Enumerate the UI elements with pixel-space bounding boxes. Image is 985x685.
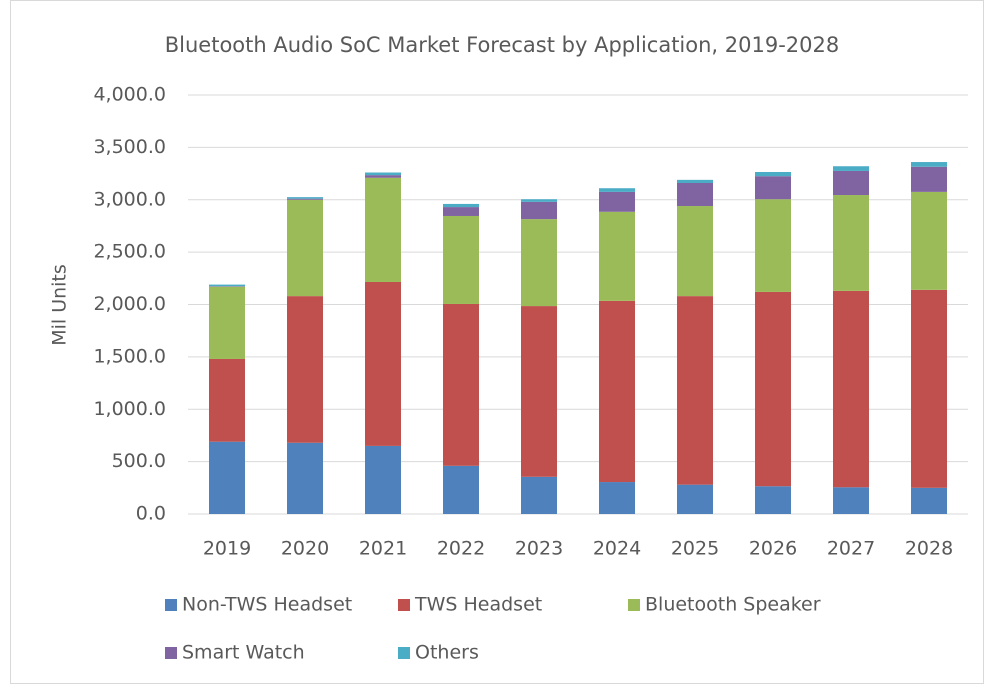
bar-segment [365, 172, 401, 176]
y-tick-label: 4,000.0 [93, 84, 166, 106]
bar-segment [677, 182, 713, 207]
bar-segment [599, 482, 635, 514]
bar-segment [287, 197, 323, 199]
bar-segment [833, 170, 869, 196]
bar-segment [521, 199, 557, 202]
bar-segment [287, 296, 323, 443]
x-tick-label: 2023 [515, 538, 563, 560]
y-tick-label: 2,500.0 [93, 241, 166, 263]
legend-swatch [165, 647, 177, 659]
x-tick-label: 2027 [827, 538, 875, 560]
legend-swatch [165, 599, 177, 611]
bar-segment [209, 284, 245, 287]
bar-segment [911, 487, 947, 514]
legend-swatch [398, 647, 410, 659]
bar-segment [443, 215, 479, 304]
x-tick-label: 2019 [203, 538, 251, 560]
bar-segment [443, 465, 479, 514]
legend-swatch [628, 599, 640, 611]
bar-segment [287, 199, 323, 297]
y-tick-label: 0.0 [136, 503, 166, 525]
legend-label: TWS Headset [414, 594, 542, 616]
bar-segment [209, 358, 245, 442]
x-tick-label: 2028 [905, 538, 953, 560]
bar-segment [209, 286, 245, 359]
legend-label: Non-TWS Headset [182, 594, 352, 616]
y-tick-label: 3,000.0 [93, 188, 166, 210]
bar-segment [365, 281, 401, 446]
bar-segment [677, 179, 713, 183]
bar-segment [911, 289, 947, 488]
legend-label: Bluetooth Speaker [645, 594, 821, 616]
bar-segment [209, 441, 245, 514]
bar-segment [833, 166, 869, 171]
chart-frame [10, 0, 984, 684]
x-tick-label: 2024 [593, 538, 641, 560]
bar-segment [911, 166, 947, 192]
legend-label: Others [415, 642, 479, 664]
bar-segment [755, 486, 791, 514]
bar-segment [521, 476, 557, 514]
bar-segment [755, 291, 791, 487]
bar-segment [833, 290, 869, 488]
bar-segment [209, 286, 245, 287]
bar-segment [755, 199, 791, 292]
y-tick-label: 2,000.0 [93, 293, 166, 315]
y-tick-label: 3,500.0 [93, 136, 166, 158]
bar-segment [287, 198, 323, 200]
bar-segment [677, 206, 713, 297]
bar-segment [677, 484, 713, 514]
y-tick-label: 1,500.0 [93, 345, 166, 367]
bar-segment [755, 171, 791, 177]
bar-segment [443, 203, 479, 208]
bar-segment [287, 442, 323, 514]
legend-label: Smart Watch [182, 642, 305, 664]
legend-swatch [398, 599, 410, 611]
bar-segment [365, 177, 401, 282]
bar-segment [599, 211, 635, 301]
bar-segment [521, 219, 557, 307]
bar-segment [521, 306, 557, 477]
bar-segment [599, 300, 635, 483]
x-tick-label: 2022 [437, 538, 485, 560]
bar-segment [365, 445, 401, 514]
bar-segment [443, 207, 479, 216]
y-axis-label: Mil Units [49, 264, 71, 346]
x-tick-label: 2025 [671, 538, 719, 560]
bar-segment [755, 176, 791, 200]
x-tick-label: 2020 [281, 538, 329, 560]
x-tick-label: 2026 [749, 538, 797, 560]
bar-segment [677, 296, 713, 485]
x-tick-label: 2021 [359, 538, 407, 560]
y-tick-label: 500.0 [112, 450, 166, 472]
bar-segment [599, 191, 635, 212]
bar-segment [365, 175, 401, 178]
y-tick-label: 1,000.0 [93, 398, 166, 420]
bar-segment [599, 188, 635, 192]
bar-segment [911, 191, 947, 290]
bar-segment [833, 487, 869, 514]
chart-title: Bluetooth Audio SoC Market Forecast by A… [165, 33, 839, 57]
bar-segment [833, 195, 869, 291]
bar-segment [521, 201, 557, 220]
bar-segment [911, 162, 947, 167]
bar-segment [443, 303, 479, 466]
